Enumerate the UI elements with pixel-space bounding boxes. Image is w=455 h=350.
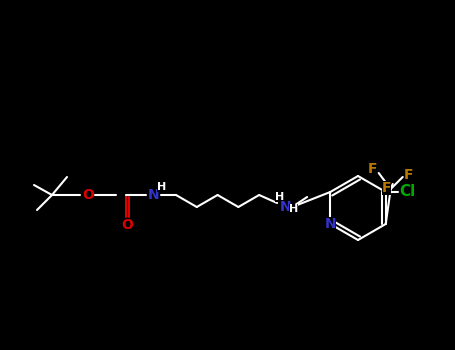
Text: H: H — [288, 204, 298, 214]
Text: F: F — [382, 181, 391, 195]
Text: H: H — [274, 192, 284, 202]
Text: N: N — [324, 217, 336, 231]
Text: F: F — [404, 168, 414, 182]
Text: O: O — [121, 218, 133, 232]
Text: N: N — [279, 200, 291, 214]
Text: F: F — [368, 162, 378, 176]
Text: O: O — [82, 188, 94, 202]
Text: N: N — [148, 188, 160, 202]
Text: H: H — [157, 182, 167, 192]
Text: Cl: Cl — [399, 184, 416, 200]
Text: N: N — [279, 200, 291, 214]
